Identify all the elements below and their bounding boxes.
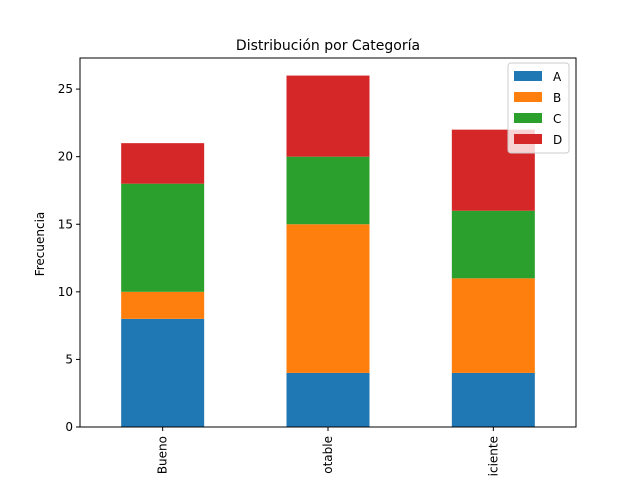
legend-label-d: D	[553, 133, 562, 147]
bar-b-3	[451, 278, 535, 373]
bar-c-3	[451, 210, 535, 279]
legend-swatch-c	[514, 113, 542, 123]
legend-box	[507, 62, 570, 154]
bar-c-2	[286, 156, 370, 225]
bar-c-1	[121, 183, 205, 292]
bar-a-2	[286, 372, 370, 427]
chart-title: Distribución por Categoría	[236, 38, 420, 54]
legend-label-b: B	[553, 91, 561, 105]
y-tick-label: 0	[65, 420, 73, 434]
y-tick-label: 25	[58, 82, 73, 96]
legend-swatch-d	[514, 134, 542, 144]
axes-layer: 0 5 10 15 20 25 Bueno otable iciente	[58, 57, 577, 476]
legend-label-c: C	[553, 112, 561, 126]
legend-label-a: A	[553, 70, 562, 84]
bar-b-1	[121, 291, 205, 319]
x-tick-label: otable	[321, 436, 335, 474]
bar-d-2	[286, 75, 370, 157]
legend-swatch-b	[514, 92, 542, 102]
y-tick-label: 10	[58, 285, 73, 299]
x-tick-label: Bueno	[156, 436, 170, 474]
y-tick-label: 15	[58, 217, 73, 231]
bar-b-2	[286, 224, 370, 373]
x-tick-label: iciente	[486, 436, 500, 476]
bar-a-1	[121, 318, 205, 427]
y-axis-label: Frecuencia	[33, 212, 47, 277]
bar-a-3	[451, 372, 535, 427]
bars-layer	[121, 75, 535, 427]
y-tick-label: 5	[65, 352, 73, 366]
bar-d-1	[121, 143, 205, 184]
y-tick-label: 20	[58, 150, 73, 164]
legend-swatch-a	[514, 71, 542, 81]
